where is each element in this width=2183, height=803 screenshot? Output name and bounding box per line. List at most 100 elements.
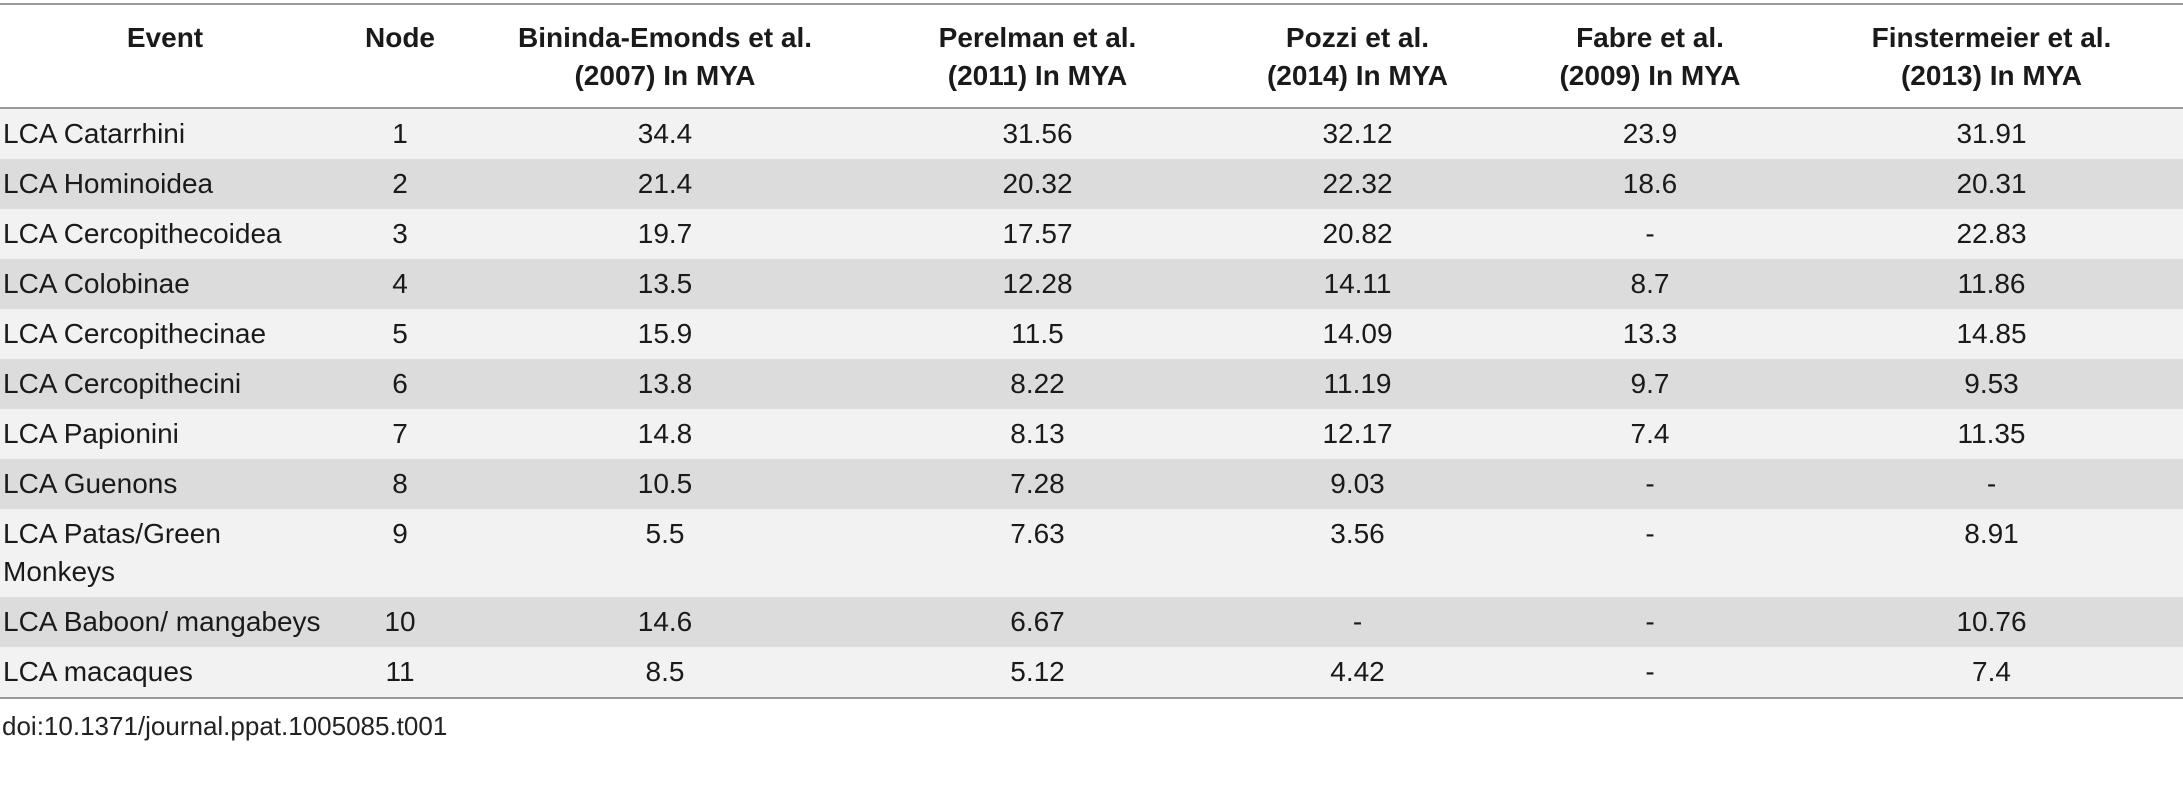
- value-cell: 11.19: [1215, 359, 1500, 409]
- column-header: Finstermeier et al. (2013) In MYA: [1800, 3, 2183, 109]
- value-cell: 5.5: [470, 509, 860, 597]
- value-cell: 13.3: [1500, 309, 1800, 359]
- value-cell: -: [1500, 597, 1800, 647]
- value-cell: 2: [330, 159, 470, 209]
- header-line: (2011) In MYA: [947, 60, 1128, 91]
- value-cell: -: [1500, 647, 1800, 699]
- event-cell: LCA Catarrhini: [0, 108, 330, 159]
- value-cell: 14.85: [1800, 309, 2183, 359]
- value-cell: -: [1500, 209, 1800, 259]
- value-cell: 7.4: [1800, 647, 2183, 699]
- value-cell: 14.8: [470, 409, 860, 459]
- header-line: Event: [126, 22, 204, 53]
- event-cell: LCA Cercopithecoidea: [0, 209, 330, 259]
- value-cell: 5: [330, 309, 470, 359]
- value-cell: 9.53: [1800, 359, 2183, 409]
- event-cell: LCA Cercopithecinae: [0, 309, 330, 359]
- event-cell: LCA Colobinae: [0, 259, 330, 309]
- column-header: Node: [330, 3, 470, 109]
- value-cell: -: [1500, 509, 1800, 597]
- header-line: (2009) In MYA: [1559, 60, 1741, 91]
- column-header: Bininda-Emonds et al. (2007) In MYA: [470, 3, 860, 109]
- value-cell: 7: [330, 409, 470, 459]
- header-line: Node: [365, 22, 435, 53]
- page: Event Node Bininda-Emonds et al. (2007) In …: [0, 3, 2183, 803]
- value-cell: 17.57: [860, 209, 1215, 259]
- header-line: Fabre et al.: [1576, 22, 1724, 53]
- value-cell: 13.8: [470, 359, 860, 409]
- table-row: LCA Cercopithecinae 5 15.9 11.5 14.09 13.3 14.…: [0, 309, 2183, 359]
- value-cell: 8.13: [860, 409, 1215, 459]
- value-cell: 19.7: [470, 209, 860, 259]
- value-cell: 23.9: [1500, 108, 1800, 159]
- event-cell: LCA Baboon/ mangabeys: [0, 597, 330, 647]
- value-cell: 4.42: [1215, 647, 1500, 699]
- value-cell: 6.67: [860, 597, 1215, 647]
- value-cell: 8.5: [470, 647, 860, 699]
- table-row: LCA Papionini 7 14.8 8.13 12.17 7.4 11.35: [0, 409, 2183, 459]
- table-row: LCA Hominoidea 2 21.4 20.32 22.32 18.6 20.31: [0, 159, 2183, 209]
- value-cell: 31.56: [860, 108, 1215, 159]
- header-line: (2014) In MYA: [1266, 60, 1449, 91]
- value-cell: 14.11: [1215, 259, 1500, 309]
- header-line: Bininda-Emonds et al.: [517, 22, 813, 53]
- value-cell: 6: [330, 359, 470, 409]
- header-row: Event Node Bininda-Emonds et al. (2007) In …: [0, 3, 2183, 109]
- data-table: Event Node Bininda-Emonds et al. (2007) In …: [0, 3, 2183, 699]
- header-line: Pozzi et al.: [1285, 22, 1430, 53]
- value-cell: 11.86: [1800, 259, 2183, 309]
- value-cell: 4: [330, 259, 470, 309]
- value-cell: 22.32: [1215, 159, 1500, 209]
- value-cell: 5.12: [860, 647, 1215, 699]
- value-cell: 10.5: [470, 459, 860, 509]
- event-cell: LCA Patas/Green Monkeys: [0, 509, 330, 597]
- event-cell: LCA Cercopithecini: [0, 359, 330, 409]
- table-row: LCA Guenons 8 10.5 7.28 9.03- -: [0, 459, 2183, 509]
- value-cell: 32.12: [1215, 108, 1500, 159]
- table-row: LCA Cercopithecini 6 13.8 8.22 11.19 9.7 9.53: [0, 359, 2183, 409]
- value-cell: 11.35: [1800, 409, 2183, 459]
- value-cell: 12.28: [860, 259, 1215, 309]
- value-cell: -: [1215, 597, 1500, 647]
- header-line: Perelman et al.: [938, 22, 1137, 53]
- table-row: LCA Baboon/ mangabeys 10 14.6 6.67- -10.76: [0, 597, 2183, 647]
- value-cell: 14.6: [470, 597, 860, 647]
- value-cell: 12.17: [1215, 409, 1500, 459]
- value-cell: 34.4: [470, 108, 860, 159]
- value-cell: 8.22: [860, 359, 1215, 409]
- column-header: Fabre et al. (2009) In MYA: [1500, 3, 1800, 109]
- value-cell: 10: [330, 597, 470, 647]
- value-cell: 18.6: [1500, 159, 1800, 209]
- value-cell: 20.82: [1215, 209, 1500, 259]
- table-row: LCA Catarrhini 1 34.4 31.56 32.12 23.9 31.91: [0, 108, 2183, 159]
- value-cell: 8.91: [1800, 509, 2183, 597]
- value-cell: 9: [330, 509, 470, 597]
- value-cell: 8.7: [1500, 259, 1800, 309]
- column-header: Event: [0, 3, 330, 109]
- value-cell: -: [1800, 459, 2183, 509]
- table-row: LCA Cercopithecoidea 3 19.7 17.57 20.82-22.8…: [0, 209, 2183, 259]
- header-line: (2013) In MYA: [1900, 60, 2083, 91]
- header-line: (2007) In MYA: [574, 60, 756, 91]
- value-cell: 10.76: [1800, 597, 2183, 647]
- value-cell: 20.32: [860, 159, 1215, 209]
- value-cell: 8: [330, 459, 470, 509]
- value-cell: 11: [330, 647, 470, 699]
- table-row: LCA macaques 11 8.5 5.12 4.42-7.4: [0, 647, 2183, 699]
- value-cell: 3.56: [1215, 509, 1500, 597]
- value-cell: 7.63: [860, 509, 1215, 597]
- event-cell: LCA Papionini: [0, 409, 330, 459]
- event-cell: LCA macaques: [0, 647, 330, 699]
- table-body: LCA Catarrhini 1 34.4 31.56 32.12 23.9 31.91 LC…: [0, 108, 2183, 699]
- table-row: LCA Colobinae 4 13.5 12.28 14.11 8.7 11.86: [0, 259, 2183, 309]
- value-cell: 22.83: [1800, 209, 2183, 259]
- value-cell: 20.31: [1800, 159, 2183, 209]
- event-cell: LCA Hominoidea: [0, 159, 330, 209]
- value-cell: 31.91: [1800, 108, 2183, 159]
- value-cell: 1: [330, 108, 470, 159]
- value-cell: 3: [330, 209, 470, 259]
- value-cell: 14.09: [1215, 309, 1500, 359]
- column-header: Perelman et al. (2011) In MYA: [860, 3, 1215, 109]
- value-cell: -: [1500, 459, 1800, 509]
- value-cell: 13.5: [470, 259, 860, 309]
